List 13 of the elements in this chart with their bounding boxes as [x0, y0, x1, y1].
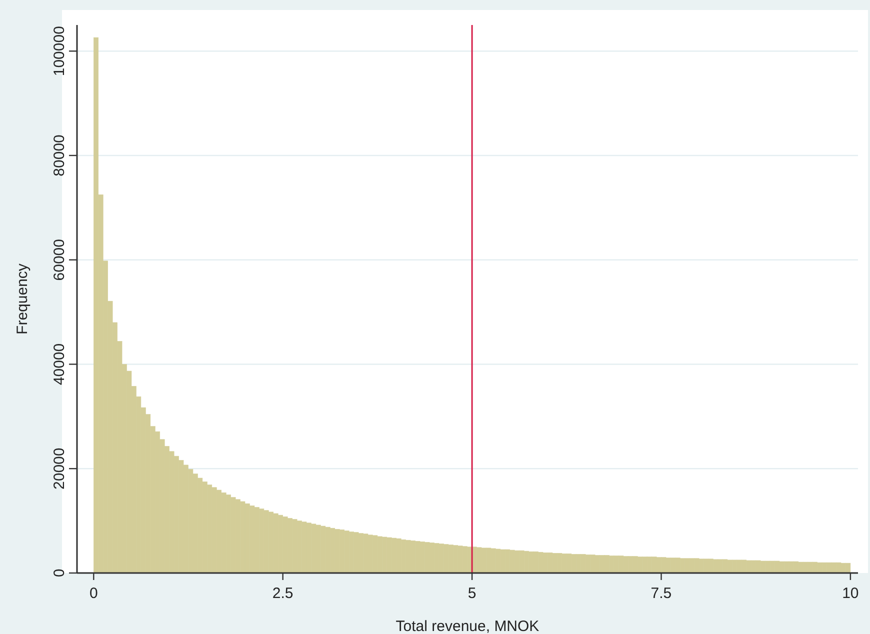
x-tick-label: 7.5 [650, 585, 672, 602]
x-tick-label: 2.5 [272, 585, 294, 602]
x-tick-label: 10 [842, 585, 859, 602]
y-tick-label: 80000 [51, 134, 68, 176]
x-tick-label: 0 [89, 585, 98, 602]
y-tick-label: 60000 [51, 239, 68, 281]
x-tick-label: 5 [468, 585, 476, 602]
y-tick-label: 20000 [51, 448, 68, 490]
y-tick-label: 0 [51, 568, 68, 578]
y-tick-label: 100000 [51, 26, 68, 76]
x-axis-title: Total revenue, MNOK [396, 618, 540, 634]
y-axis-title: Frequency [14, 263, 31, 334]
y-tick-label: 40000 [51, 343, 68, 386]
